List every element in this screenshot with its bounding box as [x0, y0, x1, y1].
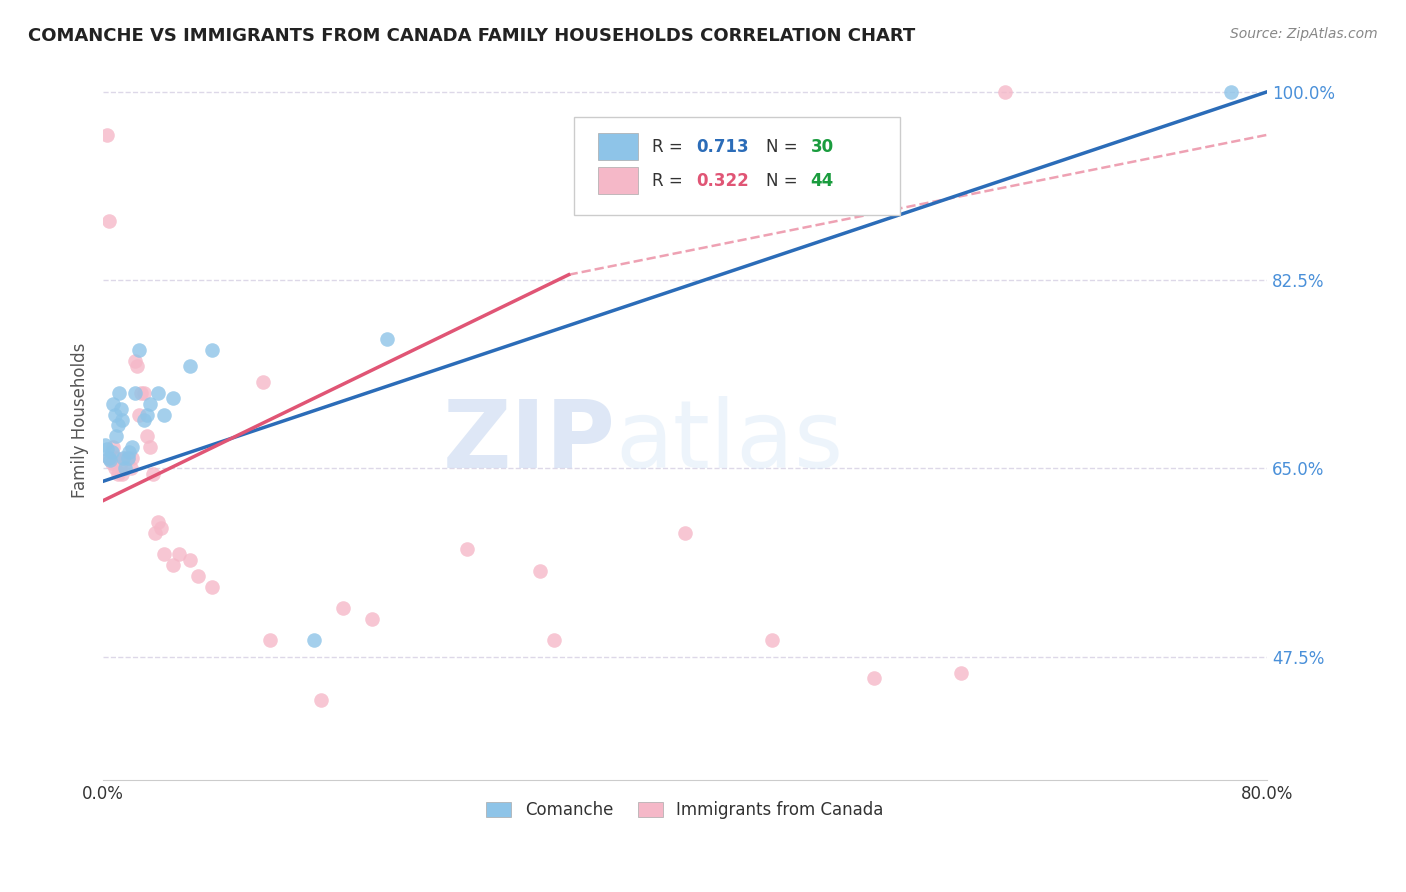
FancyBboxPatch shape	[598, 167, 638, 194]
Point	[114, 461, 136, 475]
Point	[96, 442, 118, 456]
Point	[135, 408, 157, 422]
Point	[121, 440, 143, 454]
Point	[100, 452, 122, 467]
Point	[103, 440, 125, 454]
Point	[108, 386, 131, 401]
Point	[125, 359, 148, 374]
Point	[145, 525, 167, 540]
Point	[101, 456, 124, 470]
Point	[104, 461, 127, 475]
Point	[456, 542, 478, 557]
FancyBboxPatch shape	[575, 117, 900, 215]
Point	[103, 397, 125, 411]
Point	[187, 569, 209, 583]
Point	[863, 671, 886, 685]
Point	[97, 450, 120, 465]
Point	[128, 343, 150, 357]
Point	[311, 692, 333, 706]
Point	[96, 128, 118, 142]
FancyBboxPatch shape	[598, 133, 638, 161]
Point	[332, 601, 354, 615]
Point	[138, 440, 160, 454]
Point	[97, 214, 120, 228]
Point	[543, 633, 565, 648]
Y-axis label: Family Households: Family Households	[72, 343, 89, 498]
Point	[142, 467, 165, 481]
Point	[120, 461, 142, 475]
Text: ZIP: ZIP	[443, 395, 616, 488]
Text: 30: 30	[811, 137, 834, 156]
Point	[93, 438, 115, 452]
Point	[994, 85, 1017, 99]
Point	[121, 450, 143, 465]
Point	[1219, 85, 1241, 99]
Point	[124, 353, 146, 368]
Legend: Comanche, Immigrants from Canada: Comanche, Immigrants from Canada	[479, 795, 890, 826]
Point	[201, 580, 224, 594]
Point	[201, 343, 224, 357]
Point	[132, 386, 155, 401]
Point	[153, 548, 176, 562]
Text: atlas: atlas	[616, 395, 844, 488]
Text: Source: ZipAtlas.com: Source: ZipAtlas.com	[1230, 27, 1378, 41]
Point	[148, 515, 170, 529]
Point	[114, 450, 136, 465]
Point	[167, 548, 190, 562]
Text: N =: N =	[766, 137, 803, 156]
Point	[105, 450, 128, 465]
Point	[761, 633, 783, 648]
Point	[529, 564, 551, 578]
Text: N =: N =	[766, 171, 803, 190]
Point	[153, 408, 176, 422]
Point	[162, 392, 184, 406]
Point	[150, 520, 173, 534]
Point	[105, 429, 128, 443]
Point	[148, 386, 170, 401]
Point	[112, 450, 135, 465]
Text: 0.713: 0.713	[696, 137, 749, 156]
Point	[673, 525, 696, 540]
Point	[107, 467, 129, 481]
Point	[135, 429, 157, 443]
Point	[111, 413, 134, 427]
Point	[124, 386, 146, 401]
Point	[97, 450, 120, 465]
Point	[110, 402, 132, 417]
Point	[118, 445, 141, 459]
Point	[162, 558, 184, 573]
Point	[101, 445, 124, 459]
Text: 44: 44	[811, 171, 834, 190]
Point	[179, 359, 201, 374]
Point	[375, 332, 398, 346]
Point	[179, 553, 201, 567]
Point	[117, 450, 139, 465]
Text: COMANCHE VS IMMIGRANTS FROM CANADA FAMILY HOUSEHOLDS CORRELATION CHART: COMANCHE VS IMMIGRANTS FROM CANADA FAMIL…	[28, 27, 915, 45]
Point	[128, 408, 150, 422]
Point	[129, 386, 152, 401]
Point	[259, 633, 281, 648]
Text: 0.322: 0.322	[696, 171, 749, 190]
Point	[950, 665, 973, 680]
Text: R =: R =	[652, 137, 689, 156]
Point	[132, 413, 155, 427]
Point	[138, 397, 160, 411]
Point	[111, 467, 134, 481]
Text: R =: R =	[652, 171, 689, 190]
Point	[252, 376, 274, 390]
Point	[302, 633, 325, 648]
Point	[104, 408, 127, 422]
Point	[107, 418, 129, 433]
Point	[117, 450, 139, 465]
Point	[361, 612, 384, 626]
Point	[110, 456, 132, 470]
